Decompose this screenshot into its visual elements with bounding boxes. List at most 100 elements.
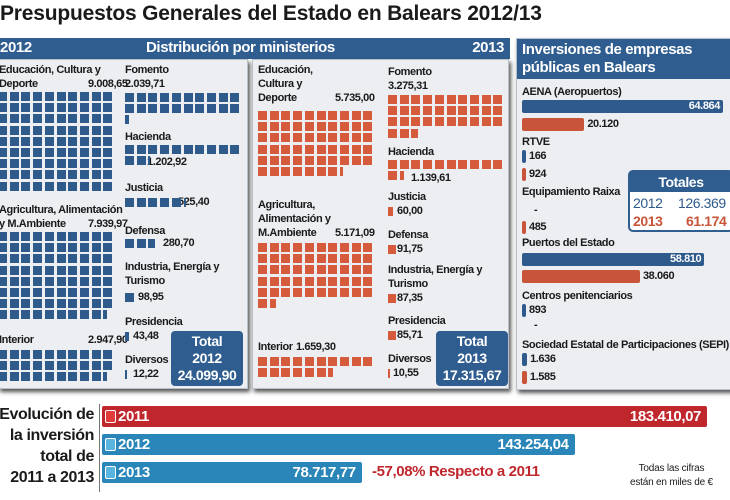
waffle-square xyxy=(125,332,129,341)
waffle-square xyxy=(293,276,303,286)
axis-line xyxy=(99,404,100,492)
waffle-square xyxy=(148,93,158,102)
waffle-square xyxy=(125,370,127,379)
waffle-square xyxy=(44,148,54,157)
waffle-square xyxy=(9,288,19,297)
waffle-square xyxy=(91,265,101,275)
total-display: 17.315,67 xyxy=(442,367,502,383)
waffle-square xyxy=(316,265,326,275)
waffle-square xyxy=(258,167,267,176)
ministry-value: 2.947,90 xyxy=(88,334,128,346)
waffle-square xyxy=(9,103,19,113)
waffle-square xyxy=(293,368,303,378)
waffle-square xyxy=(493,117,503,127)
waffle-square xyxy=(388,294,396,303)
bar-2012: 58.810 xyxy=(522,253,705,266)
waffle-square xyxy=(56,148,66,157)
waffle-square xyxy=(44,125,54,135)
waffle-square xyxy=(230,145,240,154)
waffle-square xyxy=(434,95,444,104)
waffle-square xyxy=(9,310,19,320)
waffle-square xyxy=(351,144,361,154)
waffle-square xyxy=(328,122,338,132)
evolution-title-line: 2011 a 2013 xyxy=(10,469,94,486)
waffle-square xyxy=(469,160,479,169)
waffle-square xyxy=(79,114,89,124)
waffle-square xyxy=(91,103,101,113)
waffle-square xyxy=(293,167,303,176)
total-display: 24.099,90 xyxy=(177,367,237,383)
waffle-square xyxy=(493,160,503,169)
waffle-square xyxy=(339,357,349,366)
waffle-square xyxy=(21,350,31,359)
waffle-square xyxy=(0,310,7,320)
waffle-square xyxy=(56,92,66,101)
waffle-square xyxy=(79,125,89,135)
ministry-value: 87,35 xyxy=(397,292,423,304)
ministry-label: Hacienda xyxy=(388,146,434,158)
waffle-square xyxy=(328,276,338,286)
evolution-year: 2013 xyxy=(118,464,150,481)
waffle-square xyxy=(79,181,89,191)
panel-empresas: Inversiones de empresas públicas en Bale… xyxy=(516,38,730,390)
waffle-square xyxy=(388,207,393,216)
waffle-square xyxy=(434,117,444,127)
ministry-value: 91,75 xyxy=(397,243,423,255)
waffle-square xyxy=(91,181,101,191)
waffle-square xyxy=(56,181,66,191)
waffle-square xyxy=(21,114,31,124)
ministry-label: Interior xyxy=(0,334,34,346)
ministry-value: 2.039,71 xyxy=(125,78,165,90)
waffle-square xyxy=(423,160,433,169)
waffle-square xyxy=(258,299,267,308)
waffle-square xyxy=(44,114,54,124)
waffle-square xyxy=(68,254,78,264)
ministry-label: Industria, Energía y xyxy=(388,264,483,276)
waffle-square xyxy=(103,276,113,286)
waffle-square xyxy=(9,136,19,146)
waffle-square xyxy=(21,92,31,101)
waffle-square xyxy=(103,148,113,157)
waffle-square xyxy=(160,93,170,102)
waffle-square xyxy=(9,254,19,264)
waffle-square xyxy=(304,111,314,120)
waffle-square xyxy=(56,159,66,169)
waffle-square xyxy=(339,243,349,252)
waffle-square xyxy=(339,144,349,154)
waffle-square xyxy=(68,181,78,191)
waffle-square xyxy=(458,95,468,104)
waffle-square xyxy=(281,122,291,132)
waffle-square xyxy=(91,361,101,371)
waffle-square xyxy=(411,160,421,169)
waffle-square xyxy=(399,171,404,181)
waffle-square xyxy=(21,276,31,286)
waffle-square xyxy=(103,372,108,382)
waffle-square xyxy=(0,92,7,101)
ministry-value: 280,70 xyxy=(163,237,195,249)
waffle-square xyxy=(125,239,134,248)
waffle-square xyxy=(44,310,54,320)
waffle-square xyxy=(183,104,193,114)
waffle-square xyxy=(218,145,228,154)
waffle-square xyxy=(160,198,170,207)
waffle-square xyxy=(388,160,397,169)
waffle-square xyxy=(399,160,409,169)
page-title: Presupuestos Generales del Estado en Bal… xyxy=(0,2,542,25)
waffle-square xyxy=(0,361,7,371)
waffle-square xyxy=(21,170,31,180)
bar-2012 xyxy=(522,353,528,366)
waffle-square xyxy=(363,243,373,252)
empresas-title-1: Inversiones de empresas xyxy=(522,41,693,58)
waffle-square xyxy=(103,125,113,135)
waffle-square xyxy=(9,350,19,359)
waffle-square xyxy=(44,181,54,191)
waffle-square xyxy=(269,299,276,308)
ministry-label: Industria, Energía y xyxy=(125,261,220,273)
waffle-square xyxy=(258,144,267,154)
waffle-square xyxy=(316,155,326,165)
waffle-square xyxy=(56,361,66,371)
waffle-square xyxy=(33,254,43,264)
waffle-square xyxy=(44,299,54,309)
waffle-square xyxy=(363,144,373,154)
waffle-square xyxy=(9,114,19,124)
